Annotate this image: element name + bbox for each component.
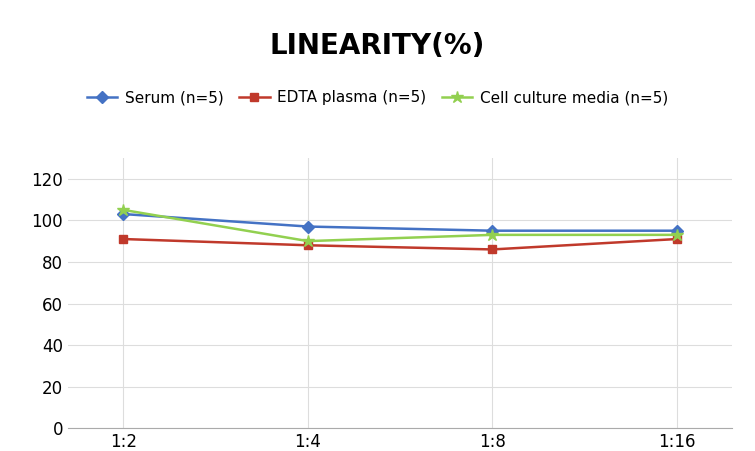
EDTA plasma (n=5)	[304, 243, 313, 248]
Cell culture media (n=5)	[673, 232, 682, 238]
Cell culture media (n=5)	[304, 239, 313, 244]
Cell culture media (n=5)	[119, 207, 128, 212]
EDTA plasma (n=5)	[673, 236, 682, 242]
Serum (n=5)	[119, 212, 128, 217]
EDTA plasma (n=5)	[488, 247, 497, 252]
Serum (n=5)	[304, 224, 313, 229]
EDTA plasma (n=5)	[119, 236, 128, 242]
Serum (n=5)	[673, 228, 682, 234]
Legend: Serum (n=5), EDTA plasma (n=5), Cell culture media (n=5): Serum (n=5), EDTA plasma (n=5), Cell cul…	[81, 84, 674, 111]
Line: EDTA plasma (n=5): EDTA plasma (n=5)	[119, 235, 681, 253]
Line: Cell culture media (n=5): Cell culture media (n=5)	[117, 204, 683, 247]
Text: LINEARITY(%): LINEARITY(%)	[270, 32, 485, 60]
Line: Serum (n=5): Serum (n=5)	[119, 210, 681, 235]
Cell culture media (n=5)	[488, 232, 497, 238]
Serum (n=5)	[488, 228, 497, 234]
